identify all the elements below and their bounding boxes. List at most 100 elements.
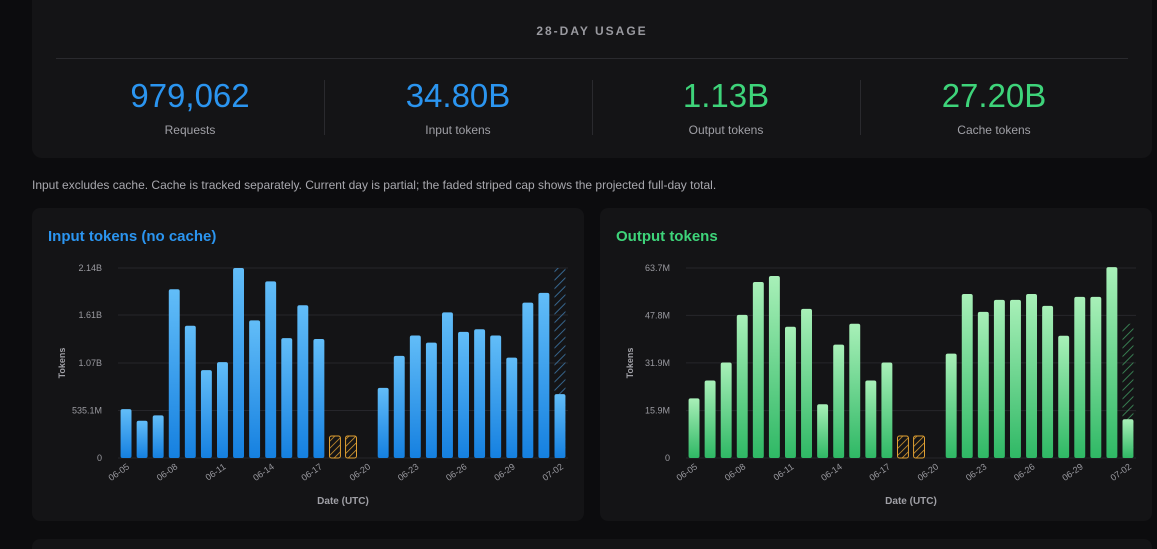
y-tick-label: 63.7M: [645, 263, 670, 273]
missing-day-bar[interactable]: [897, 435, 909, 459]
x-axis-label: Date (UTC): [885, 496, 937, 507]
stat-label: Cache tokens: [957, 123, 1031, 137]
data-bar[interactable]: [168, 289, 180, 458]
data-bar[interactable]: [152, 415, 164, 458]
stat-value: 979,062: [130, 77, 250, 114]
stat-label: Output tokens: [688, 123, 764, 137]
data-bar[interactable]: [233, 268, 244, 458]
y-tick-label: 0: [665, 453, 670, 463]
data-bar[interactable]: [554, 394, 566, 458]
x-tick-label: 06-08: [723, 461, 748, 482]
x-tick-label: 06-26: [444, 461, 469, 482]
data-bar[interactable]: [120, 409, 132, 458]
data-bar[interactable]: [736, 314, 748, 458]
data-bar[interactable]: [281, 338, 293, 458]
missing-day-bar[interactable]: [345, 435, 358, 459]
x-tick-label: 06-11: [204, 461, 228, 482]
data-bar[interactable]: [506, 357, 518, 458]
y-tick-label: 0: [97, 453, 102, 463]
data-bar[interactable]: [1090, 296, 1102, 458]
y-tick-label: 15.9M: [645, 406, 670, 416]
data-bar[interactable]: [313, 339, 325, 458]
x-tick-label: 06-05: [107, 461, 132, 482]
next-card-edge: [32, 539, 1152, 549]
data-bar[interactable]: [377, 387, 389, 458]
data-bar[interactable]: [217, 362, 228, 458]
x-tick-label: 06-14: [819, 461, 844, 482]
x-tick-label: 07-02: [1109, 461, 1134, 482]
chart-title: Output tokens: [616, 228, 718, 245]
x-tick-label: 06-23: [396, 461, 421, 482]
data-bar[interactable]: [720, 362, 732, 458]
x-tick-label: 06-11: [772, 461, 796, 482]
stat-divider: [860, 80, 861, 135]
data-bar[interactable]: [849, 323, 861, 458]
data-bar[interactable]: [1074, 296, 1086, 458]
data-bar[interactable]: [538, 292, 550, 458]
y-tick-label: 1.07B: [78, 358, 102, 368]
data-bar[interactable]: [265, 281, 277, 458]
projected-cap-bar[interactable]: [554, 268, 566, 458]
projected-cap-bar[interactable]: [1122, 323, 1134, 458]
data-bar[interactable]: [425, 342, 437, 458]
x-tick-label: 06-23: [964, 461, 989, 482]
data-bar[interactable]: [249, 320, 261, 458]
data-bar[interactable]: [785, 326, 796, 458]
data-bar[interactable]: [865, 380, 877, 458]
stat-value: 34.80B: [405, 77, 511, 114]
x-axis-label: Date (UTC): [317, 496, 369, 507]
y-tick-label: 1.61B: [78, 310, 102, 320]
data-bar[interactable]: [688, 398, 700, 458]
data-bar[interactable]: [1058, 335, 1070, 458]
data-bar[interactable]: [1106, 267, 1118, 458]
stat-cache-tokens: 27.20B Cache tokens: [860, 78, 1128, 138]
stat-label: Requests: [164, 123, 216, 137]
data-bar[interactable]: [184, 325, 196, 458]
missing-day-bar[interactable]: [329, 435, 341, 459]
x-tick-label: 07-02: [541, 461, 566, 482]
data-bar[interactable]: [409, 335, 421, 458]
data-bar[interactable]: [136, 420, 148, 458]
data-bar[interactable]: [458, 331, 469, 458]
data-bar[interactable]: [1042, 305, 1054, 458]
data-bar[interactable]: [1122, 419, 1134, 458]
data-bar[interactable]: [704, 380, 716, 458]
y-axis-label: Tokens: [57, 348, 67, 379]
data-bar[interactable]: [881, 362, 893, 458]
data-bar[interactable]: [961, 293, 973, 458]
data-bar[interactable]: [490, 335, 502, 458]
data-bar[interactable]: [442, 312, 453, 458]
data-bar[interactable]: [522, 302, 534, 458]
data-bar[interactable]: [993, 299, 1005, 458]
data-bar[interactable]: [752, 282, 764, 458]
data-bar[interactable]: [817, 404, 829, 458]
data-bar[interactable]: [977, 311, 989, 458]
data-bar[interactable]: [297, 305, 309, 458]
x-tick-label: 06-17: [867, 461, 892, 482]
usage-note: Input excludes cache. Cache is tracked s…: [32, 178, 717, 192]
data-bar[interactable]: [801, 308, 812, 458]
x-tick-label: 06-26: [1012, 461, 1037, 482]
x-tick-label: 06-08: [155, 461, 180, 482]
data-bar[interactable]: [200, 370, 212, 458]
usage-summary-card: 28-DAY USAGE 979,062 Requests 34.80B Inp…: [32, 0, 1152, 158]
data-bar[interactable]: [474, 329, 486, 458]
stat-output-tokens: 1.13B Output tokens: [592, 78, 860, 138]
data-bar[interactable]: [1010, 299, 1021, 458]
summary-divider: [56, 58, 1128, 59]
data-bar[interactable]: [393, 355, 405, 458]
data-bar[interactable]: [1026, 293, 1037, 458]
summary-title: 28-DAY USAGE: [536, 24, 648, 38]
x-tick-label: 06-29: [1060, 461, 1085, 482]
x-tick-label: 06-14: [251, 461, 276, 482]
x-tick-label: 06-20: [348, 461, 373, 482]
input-tokens-chart: 0 535.1M 1.07B 1.61B 2.14B Tokens 06-05 06-08 06…: [57, 263, 568, 507]
y-tick-label: 31.9M: [645, 358, 670, 368]
y-tick-label: 47.8M: [645, 310, 670, 320]
missing-day-bar[interactable]: [913, 435, 926, 459]
y-axis-label: Tokens: [625, 348, 635, 379]
data-bar[interactable]: [833, 344, 845, 458]
output-tokens-chart: 0 15.9M 31.9M 47.8M 63.7M Tokens 06-05 06-08 06-…: [625, 263, 1136, 507]
data-bar[interactable]: [768, 276, 780, 458]
data-bar[interactable]: [945, 353, 957, 458]
